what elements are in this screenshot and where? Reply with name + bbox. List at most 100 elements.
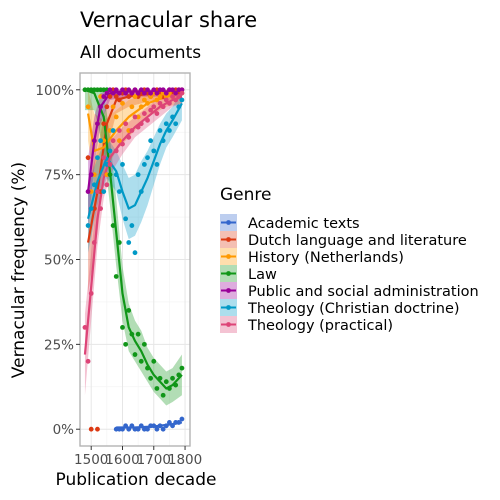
point-public-and-social-administration xyxy=(173,90,179,96)
point-theology-christian-doctrine xyxy=(107,148,113,154)
point-theology-christian-doctrine xyxy=(132,250,138,256)
point-theology-christian-doctrine xyxy=(113,172,119,178)
point-theology-christian-doctrine xyxy=(88,206,94,211)
point-theology-christian-doctrine xyxy=(179,97,185,103)
trend-law xyxy=(84,88,183,390)
point-law xyxy=(126,308,132,313)
point-academic-texts xyxy=(163,423,169,429)
point-theology-practical xyxy=(110,138,116,144)
point-theology-practical xyxy=(91,240,97,245)
point-theology-christian-doctrine xyxy=(170,114,175,120)
point-law xyxy=(163,379,169,385)
point-academic-texts xyxy=(154,426,160,432)
point-law xyxy=(170,375,175,381)
legend-label: History (Netherlands) xyxy=(248,250,404,266)
point-dutch-language-and-literature xyxy=(116,97,122,103)
point-theology-practical xyxy=(126,134,132,140)
point-theology-practical xyxy=(88,291,94,296)
legend-label: Theology (practical) xyxy=(247,318,393,334)
point-theology-christian-doctrine xyxy=(101,189,107,195)
point-public-and-social-administration xyxy=(126,87,132,93)
point-theology-practical xyxy=(141,111,147,116)
x-tick-label: 1700 xyxy=(137,452,171,468)
point-theology-christian-doctrine xyxy=(120,162,125,167)
legend-item-theology-christian-doctrine: Theology (Christian doctrine) xyxy=(220,299,460,317)
y-tick-label: 75% xyxy=(44,168,74,184)
legend-swatch-point xyxy=(226,271,231,276)
point-theology-christian-doctrine xyxy=(126,240,132,245)
point-academic-texts xyxy=(151,423,157,429)
legend-swatch-point xyxy=(226,322,231,327)
point-theology-christian-doctrine xyxy=(160,138,166,144)
point-law xyxy=(135,331,141,337)
point-law xyxy=(141,341,147,347)
point-law xyxy=(129,331,135,337)
point-history-netherlands xyxy=(154,97,160,103)
point-public-and-social-administration xyxy=(85,189,91,195)
point-history-netherlands xyxy=(120,100,125,106)
x-tick-label: 1500 xyxy=(74,452,108,468)
legend-item-law: Law xyxy=(220,265,277,283)
point-law xyxy=(167,386,172,391)
legend-label: Academic texts xyxy=(248,216,360,232)
point-theology-practical xyxy=(132,114,138,120)
point-theology-practical xyxy=(176,94,182,99)
point-academic-texts xyxy=(145,426,150,432)
point-theology-christian-doctrine xyxy=(151,148,157,154)
point-public-and-social-administration xyxy=(110,90,116,96)
point-dutch-language-and-literature xyxy=(101,121,107,127)
point-academic-texts xyxy=(126,426,132,432)
y-tick-label: 0% xyxy=(53,422,75,438)
y-tick-label: 50% xyxy=(44,253,74,269)
point-theology-practical xyxy=(85,358,91,364)
point-theology-practical xyxy=(173,97,179,103)
point-history-netherlands xyxy=(145,100,150,106)
point-public-and-social-administration xyxy=(132,87,138,93)
point-law xyxy=(110,223,116,228)
point-theology-christian-doctrine xyxy=(129,223,135,228)
point-law xyxy=(160,392,166,398)
point-theology-christian-doctrine xyxy=(148,138,154,144)
point-public-and-social-administration xyxy=(113,87,119,93)
point-law xyxy=(151,358,157,364)
point-theology-christian-doctrine xyxy=(98,138,103,144)
point-public-and-social-administration xyxy=(95,121,100,127)
point-theology-practical xyxy=(101,155,107,161)
point-theology-practical xyxy=(170,94,175,99)
point-history-netherlands xyxy=(129,104,135,110)
legend-item-academic-texts: Academic texts xyxy=(220,214,360,232)
y-tick-label: 25% xyxy=(44,337,74,353)
x-axis-title: Publication decade xyxy=(56,470,217,490)
point-public-and-social-administration xyxy=(148,90,154,96)
point-law xyxy=(173,382,179,388)
legend-label: Law xyxy=(248,267,277,283)
legend-item-history-netherlands: History (Netherlands) xyxy=(220,248,404,266)
point-history-netherlands xyxy=(138,104,144,110)
point-theology-christian-doctrine xyxy=(85,223,91,228)
point-public-and-social-administration xyxy=(98,104,103,110)
legend-label: Dutch language and literature xyxy=(248,233,467,249)
plot-area xyxy=(79,72,191,447)
point-theology-practical xyxy=(167,100,172,106)
point-public-and-social-administration xyxy=(107,87,113,93)
point-theology-practical xyxy=(104,182,110,188)
point-theology-christian-doctrine xyxy=(91,182,97,188)
point-law xyxy=(132,352,138,357)
point-theology-christian-doctrine xyxy=(116,189,122,195)
point-theology-practical xyxy=(135,124,141,130)
point-history-netherlands xyxy=(141,97,147,103)
point-public-and-social-administration xyxy=(170,87,175,93)
legend-label: Theology (Christian doctrine) xyxy=(247,301,460,317)
point-dutch-language-and-literature xyxy=(107,94,113,99)
point-public-and-social-administration xyxy=(91,138,97,144)
point-public-and-social-administration xyxy=(138,87,144,93)
point-public-and-social-administration xyxy=(123,90,129,96)
point-theology-christian-doctrine xyxy=(157,128,163,133)
point-theology-christian-doctrine xyxy=(141,162,147,167)
point-theology-christian-doctrine xyxy=(145,155,150,161)
point-dutch-language-and-literature xyxy=(126,94,132,99)
point-theology-practical xyxy=(98,206,103,211)
point-academic-texts xyxy=(167,420,172,425)
point-law xyxy=(123,341,129,347)
